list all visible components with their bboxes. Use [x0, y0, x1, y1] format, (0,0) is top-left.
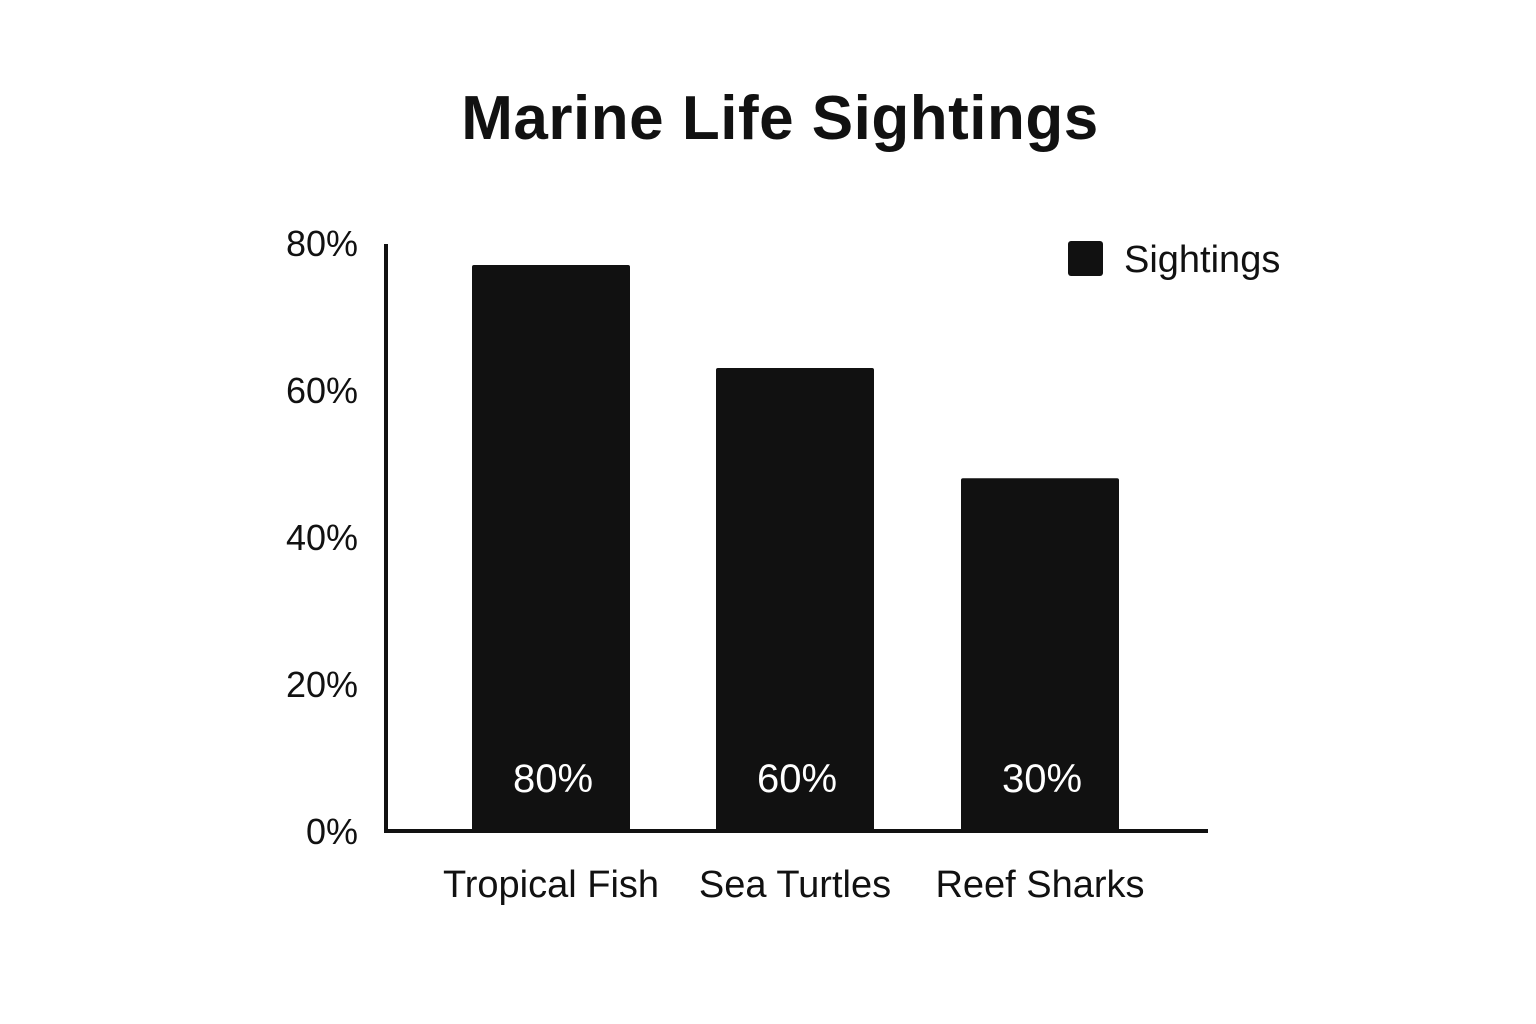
data-label: 80%: [513, 757, 593, 801]
y-tick-label: 40%: [286, 517, 358, 558]
data-label: 30%: [1002, 757, 1082, 801]
legend-swatch: [1068, 241, 1103, 276]
y-tick-label: 60%: [286, 370, 358, 411]
bars: [472, 265, 1119, 831]
y-tick-label: 20%: [286, 664, 358, 705]
y-tick-label: 80%: [286, 223, 358, 264]
x-category-label: Sea Turtles: [699, 864, 891, 906]
x-category-label: Tropical Fish: [443, 864, 659, 906]
legend: Sightings: [1068, 239, 1280, 281]
legend-label-sightings: Sightings: [1124, 239, 1280, 281]
x-axis-category-labels: Tropical Fish Sea Turtles Reef Sharks: [443, 864, 1145, 906]
chart-title: Marine Life Sightings: [461, 84, 1099, 153]
data-labels: 80% 60% 30%: [513, 757, 1082, 801]
x-category-label: Reef Sharks: [935, 864, 1144, 906]
data-label: 60%: [757, 757, 837, 801]
y-axis-ticks: 0% 20% 40% 60% 80%: [286, 223, 358, 852]
bar-tropical-fish: [472, 265, 630, 831]
bar-sea-turtles: [716, 367, 874, 831]
y-tick-label: 0%: [306, 811, 358, 852]
bar-reef-sharks: [961, 478, 1119, 831]
